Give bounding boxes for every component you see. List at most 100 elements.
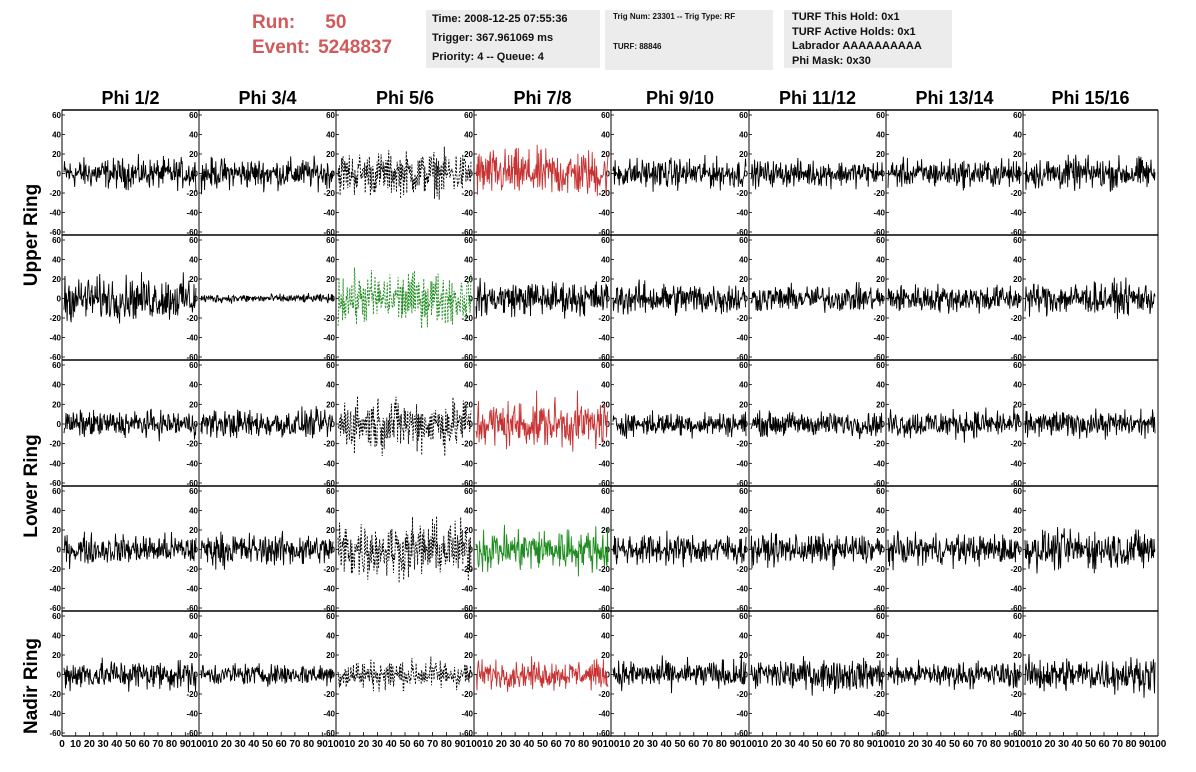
column-header-6: Phi 11/12	[779, 88, 856, 108]
y-tick-label: -40	[49, 585, 61, 594]
y-tick-label: 20	[739, 400, 748, 409]
y-tick-label: -20	[186, 690, 198, 699]
event-row: Event: 5248837	[252, 35, 392, 60]
y-tick-label: 40	[601, 131, 610, 140]
y-tick-label: 0	[606, 170, 611, 179]
y-tick-label: -60	[49, 479, 61, 488]
x-tick-label: 100	[191, 739, 208, 750]
y-tick-label: -40	[736, 710, 748, 719]
y-tick-label: 40	[52, 381, 61, 390]
y-tick-label: 60	[464, 111, 473, 120]
y-tick-label: -20	[736, 565, 748, 574]
y-tick-label: -40	[598, 209, 610, 218]
event-label: Event:	[252, 37, 311, 58]
y-tick-label: 0	[1018, 420, 1023, 429]
y-tick-label: 40	[876, 507, 885, 516]
y-tick-label: -20	[49, 690, 61, 699]
x-tick-label: 20	[358, 739, 370, 750]
x-tick-label: 10	[619, 739, 631, 750]
column-header-2: Phi 3/4	[238, 88, 296, 108]
y-tick-label: -20	[873, 440, 885, 449]
y-tick-label: 40	[326, 131, 335, 140]
y-tick-label: -20	[323, 189, 335, 198]
y-tick-label: -60	[461, 479, 473, 488]
y-tick-label: -60	[736, 228, 748, 237]
x-tick-label: 70	[427, 739, 439, 750]
y-tick-label: -60	[461, 228, 473, 237]
y-tick-label: -60	[186, 479, 198, 488]
waveform-trace	[337, 396, 472, 457]
y-tick-label: -60	[598, 604, 610, 613]
y-tick-label: 40	[189, 507, 198, 516]
y-tick-label: 60	[52, 612, 61, 621]
column-header-4: Phi 7/8	[513, 88, 571, 108]
x-tick-label: 30	[510, 739, 522, 750]
x-tick-label: 50	[674, 739, 686, 750]
y-tick-label: 0	[469, 295, 474, 304]
y-tick-label: -20	[598, 690, 610, 699]
y-tick-label: 60	[326, 111, 335, 120]
x-tick-label: 10	[1031, 739, 1043, 750]
y-tick-label: -40	[736, 209, 748, 218]
y-tick-label: 0	[1018, 546, 1023, 555]
x-tick-label: 90	[1139, 739, 1151, 750]
x-tick-label: 20	[221, 739, 233, 750]
y-tick-label: 40	[876, 381, 885, 390]
x-tick-label: 10	[70, 739, 82, 750]
waveform-trace	[475, 656, 609, 692]
y-tick-label: 0	[194, 295, 199, 304]
waveform-trace	[750, 157, 884, 190]
y-tick-label: 40	[464, 632, 473, 641]
y-tick-label: 20	[601, 526, 610, 535]
y-tick-label: -20	[598, 314, 610, 323]
y-tick-label: -40	[598, 459, 610, 468]
y-tick-label: -60	[49, 604, 61, 613]
priority-text: Priority: 4 -- Queue: 4	[432, 51, 544, 63]
y-tick-label: 60	[52, 111, 61, 120]
y-tick-label: 60	[326, 236, 335, 245]
y-tick-label: -20	[49, 314, 61, 323]
x-tick-label: 60	[276, 739, 288, 750]
x-tick-label: 30	[235, 739, 247, 750]
y-tick-label: -20	[461, 440, 473, 449]
y-tick-label: 60	[52, 361, 61, 370]
y-tick-label: -20	[1010, 440, 1022, 449]
y-tick-label: -40	[186, 710, 198, 719]
y-tick-label: -60	[186, 228, 198, 237]
x-tick-label: 70	[839, 739, 851, 750]
y-tick-label: -40	[186, 585, 198, 594]
y-tick-label: -20	[873, 565, 885, 574]
event-value: 5248837	[318, 37, 393, 58]
y-tick-label: 60	[1013, 361, 1022, 370]
y-tick-label: 20	[739, 526, 748, 535]
y-tick-label: 20	[189, 526, 198, 535]
y-tick-label: 20	[876, 150, 885, 159]
x-tick-label: 20	[496, 739, 508, 750]
x-tick-label: 10	[894, 739, 906, 750]
run-row: Run: 50	[252, 10, 392, 35]
x-tick-label: 80	[166, 739, 178, 750]
x-tick-label: 40	[661, 739, 673, 750]
y-tick-label: -60	[186, 353, 198, 362]
y-tick-label: 40	[464, 507, 473, 516]
y-tick-label: 0	[194, 546, 199, 555]
y-tick-label: -40	[323, 459, 335, 468]
y-tick-label: 0	[57, 671, 62, 680]
y-tick-label: 60	[1013, 236, 1022, 245]
x-tick-label: 80	[1125, 739, 1137, 750]
x-tick-label: 40	[935, 739, 947, 750]
x-tick-label: 60	[551, 739, 563, 750]
y-tick-label: -60	[736, 353, 748, 362]
x-tick-label: 80	[853, 739, 865, 750]
waveform-trace	[337, 516, 472, 584]
waveform-trace	[612, 530, 747, 568]
y-tick-label: 40	[52, 507, 61, 516]
y-tick-label: -40	[461, 459, 473, 468]
y-tick-label: 40	[739, 381, 748, 390]
x-tick-label: 90	[592, 739, 604, 750]
x-tick-label: 40	[111, 739, 123, 750]
y-tick-label: -60	[873, 353, 885, 362]
y-tick-label: -60	[873, 228, 885, 237]
y-tick-label: 40	[326, 256, 335, 265]
y-tick-label: -40	[49, 710, 61, 719]
